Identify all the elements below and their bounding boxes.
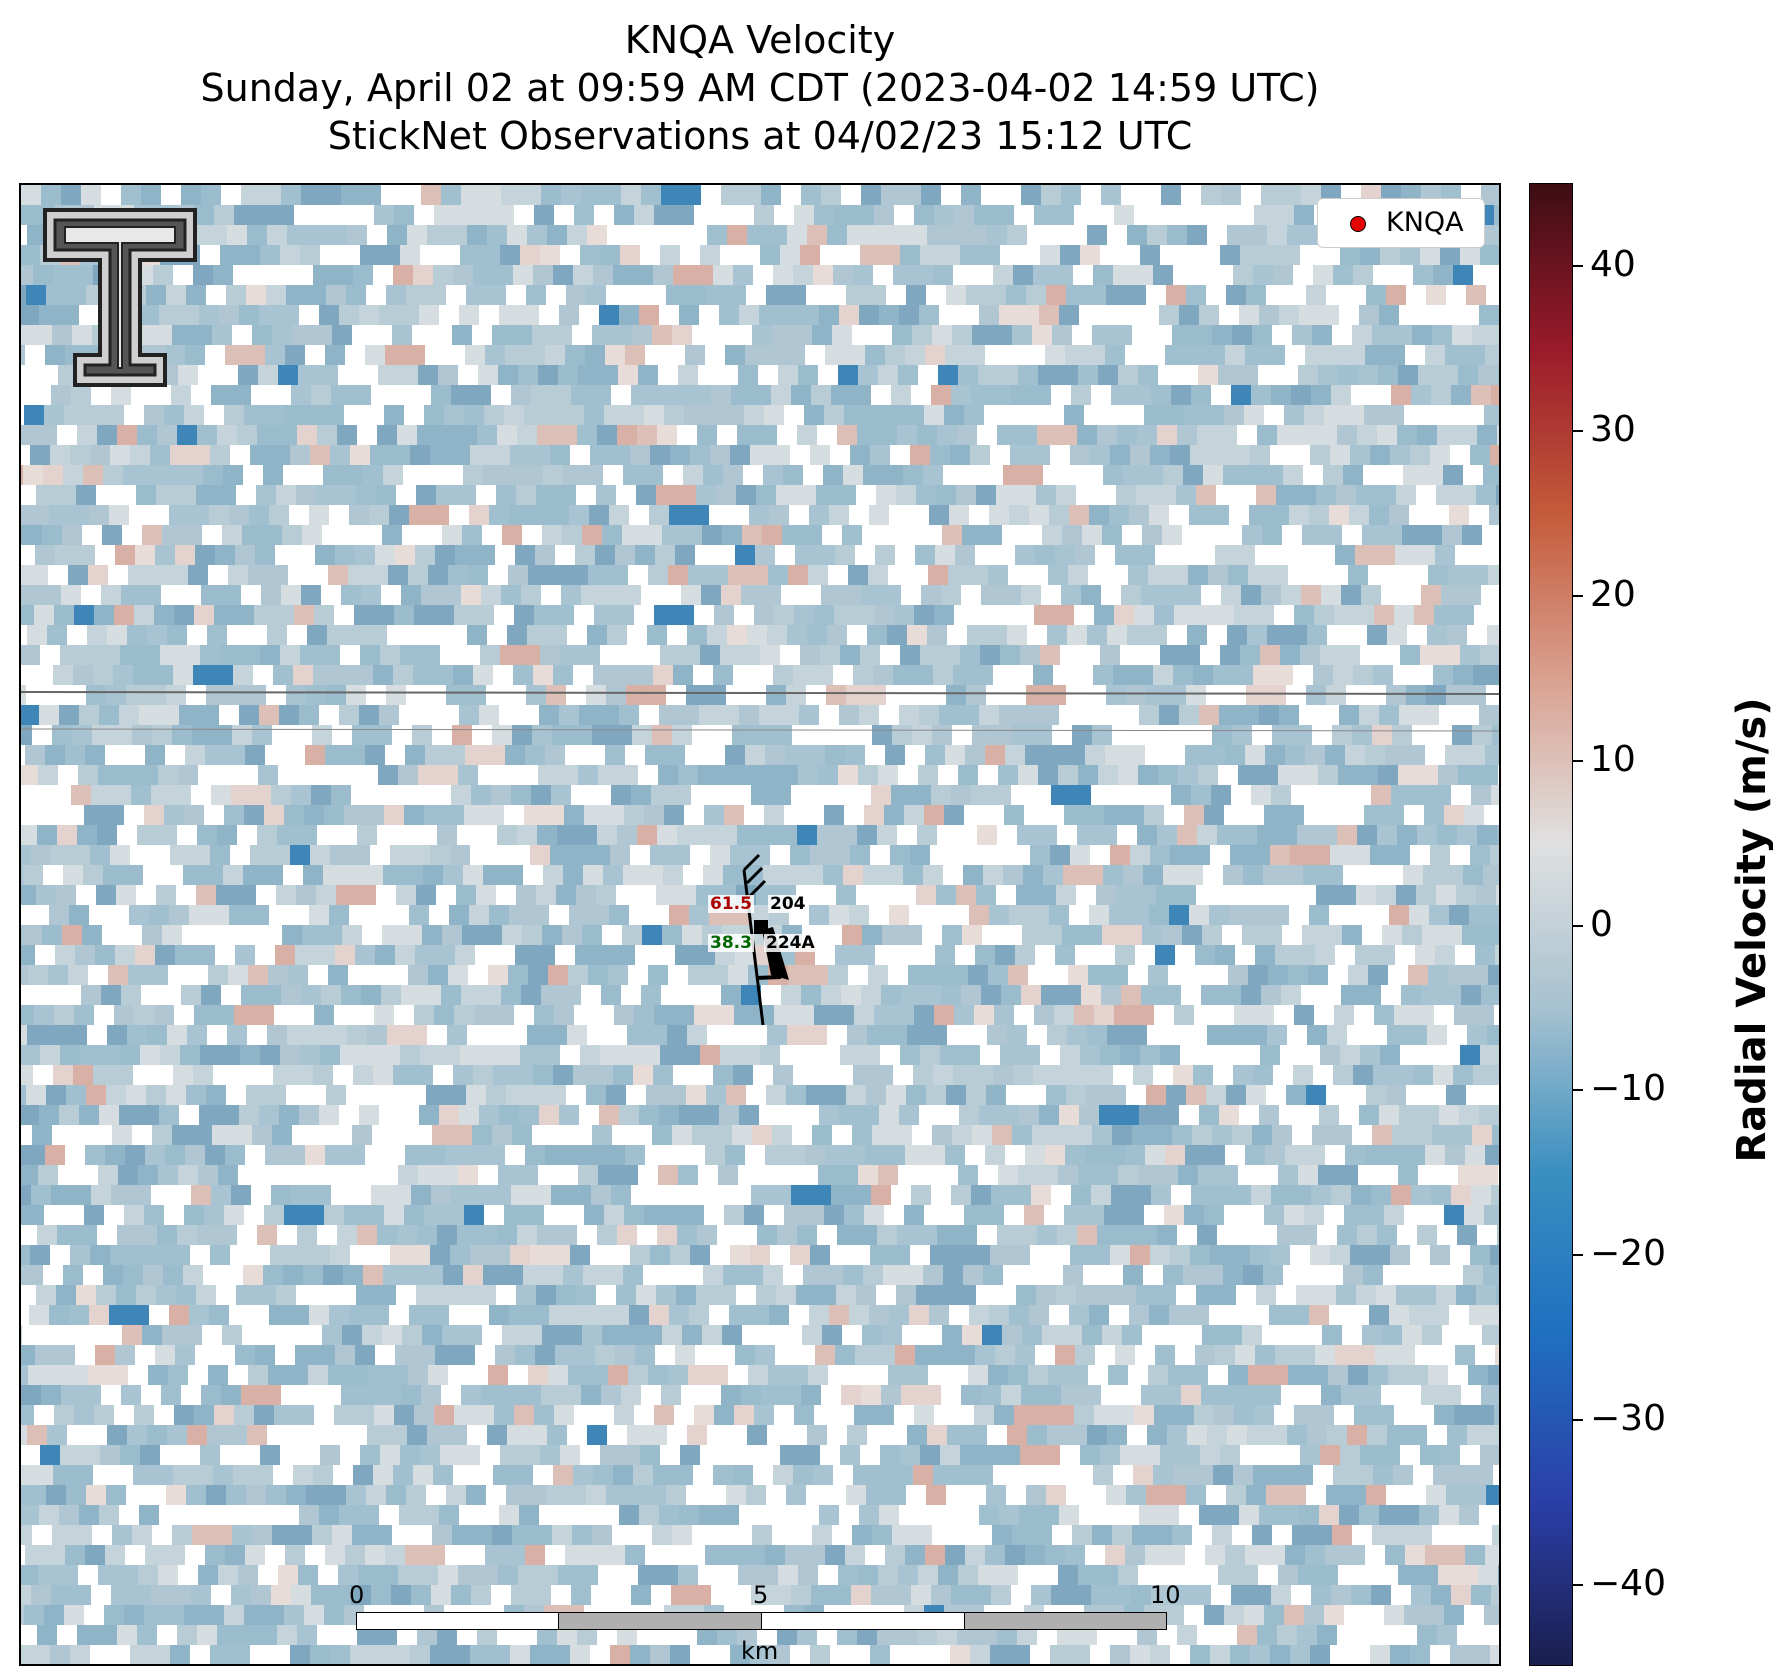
colorbar-tick-label: −30 — [1590, 1397, 1666, 1439]
scale-bar-segment — [558, 1612, 762, 1630]
colorbar-tick — [1573, 759, 1583, 762]
colorbar-tick — [1573, 1583, 1583, 1586]
colorbar-tick — [1573, 924, 1583, 927]
scale-bar-label-5: 5 — [753, 1581, 769, 1609]
colorbar-tick — [1573, 430, 1583, 433]
colorbar-tick-label: 10 — [1590, 738, 1636, 780]
scale-bar-label-0: 0 — [349, 1581, 365, 1609]
colorbar-tick — [1573, 1254, 1583, 1257]
colorbar-tick — [1573, 265, 1583, 268]
colorbar-tick-label: 20 — [1590, 573, 1636, 615]
texas-tech-double-t-logo-icon — [43, 208, 197, 387]
colorbar-tick — [1573, 1418, 1583, 1421]
title-line-3: StickNet Observations at 04/02/23 15:12 … — [327, 114, 1193, 158]
radar-map[interactable] — [19, 183, 1501, 1666]
scale-bar — [356, 1612, 1167, 1630]
colorbar — [1529, 183, 1573, 1666]
scale-bar-segment — [356, 1612, 559, 1630]
station-224a-value: 38.3 — [708, 933, 754, 953]
radar-velocity-field — [21, 185, 1499, 1664]
colorbar-tick-label: −40 — [1590, 1562, 1666, 1604]
colorbar-tick — [1573, 1089, 1583, 1092]
county-boundary-line — [21, 728, 1499, 732]
colorbar-tick-label: 0 — [1590, 903, 1613, 945]
colorbar-tick — [1573, 594, 1583, 597]
radar-site-marker-icon — [1350, 216, 1366, 232]
colorbar-title: Radial Velocity (m/s) — [1729, 697, 1773, 1163]
county-boundary-line — [21, 691, 1499, 695]
scale-bar-label-10: 10 — [1150, 1581, 1181, 1609]
colorbar-tick-label: 30 — [1590, 409, 1636, 451]
title-line-2: Sunday, April 02 at 09:59 AM CDT (2023-0… — [200, 66, 1320, 110]
colorbar-tick-label: −10 — [1590, 1068, 1666, 1110]
station-224a-id: 224A — [764, 933, 817, 953]
scale-bar-segment — [964, 1612, 1167, 1630]
legend-label: KNQA — [1386, 207, 1464, 238]
colorbar-tick-label: 40 — [1590, 244, 1636, 286]
scale-bar-segment — [761, 1612, 965, 1630]
station-204-id: 204 — [768, 894, 808, 914]
station-204-value: 61.5 — [708, 894, 754, 914]
title-line-1: KNQA Velocity — [624, 18, 896, 62]
map-legend: KNQA — [1317, 198, 1485, 248]
scale-bar-unit: km — [741, 1637, 779, 1665]
colorbar-tick-label: −20 — [1590, 1233, 1666, 1275]
